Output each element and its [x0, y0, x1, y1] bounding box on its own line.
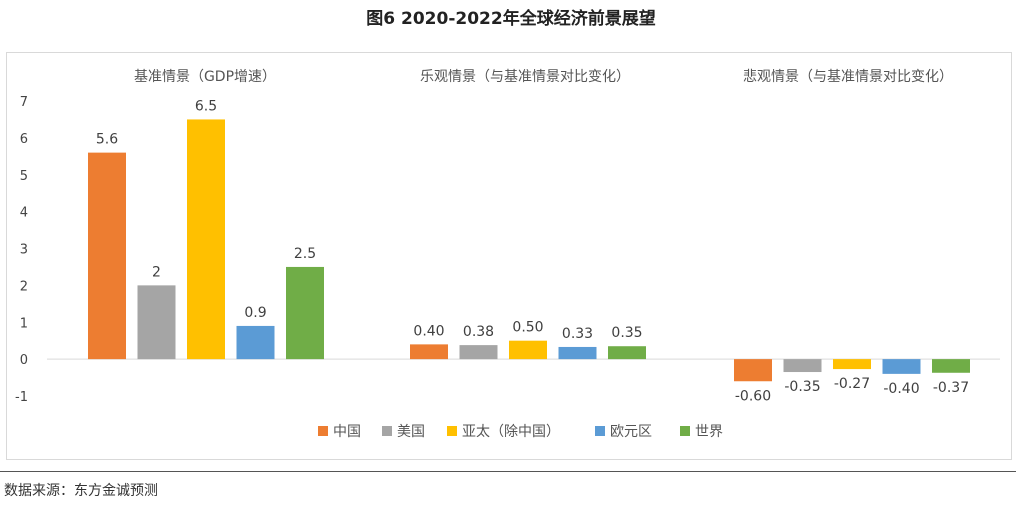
- bar: [286, 266, 324, 360]
- data-label: -0.60: [735, 388, 771, 404]
- bar: [882, 359, 921, 374]
- legend-label: 欧元区: [610, 424, 652, 440]
- y-tick-label: -1: [15, 390, 28, 405]
- legend-swatch: [447, 426, 457, 436]
- bar: [88, 152, 126, 360]
- data-label: -0.40: [883, 381, 919, 397]
- data-label: 0.9: [244, 305, 266, 321]
- legend-swatch: [382, 426, 392, 436]
- y-tick-label: 3: [20, 243, 28, 258]
- panel-title: 悲观情景（与基准情景对比变化）: [743, 68, 953, 85]
- data-label: -0.35: [784, 379, 820, 395]
- y-tick-label: 6: [20, 132, 28, 147]
- source-note: 数据来源：东方金诚预测: [4, 483, 158, 499]
- bar: [608, 346, 646, 360]
- bar: [236, 325, 275, 360]
- y-tick-label: 0: [20, 353, 28, 368]
- bar: [459, 345, 498, 360]
- bar: [187, 119, 225, 360]
- y-tick-label: 1: [20, 316, 28, 331]
- y-tick-label: 4: [20, 206, 28, 221]
- bar: [833, 359, 871, 370]
- panel-title: 乐观情景（与基准情景对比变化）: [420, 68, 630, 85]
- data-label: 0.40: [413, 323, 444, 339]
- bar: [734, 359, 772, 382]
- figure-title: 图6 2020-2022年全球经济前景展望: [366, 9, 656, 29]
- bar-chart: -1 0 1 2 3 4 5 6 7 基准情景（GDP增速） 5.6 2 6.5 0.9 2.5 乐观情景（与…: [15, 68, 1000, 440]
- bar: [558, 346, 597, 360]
- bar: [509, 340, 547, 360]
- data-label: -0.37: [933, 380, 969, 396]
- source-divider: [0, 471, 1016, 472]
- panel-title: 基准情景（GDP增速）: [134, 68, 276, 85]
- bar: [783, 359, 822, 373]
- legend-label: 中国: [333, 424, 361, 440]
- data-label: 0.50: [512, 320, 543, 336]
- y-tick-label: 5: [20, 169, 28, 184]
- legend-label: 亚太（除中国）: [462, 424, 560, 440]
- legend-label: 美国: [397, 424, 425, 440]
- chart-frame: [6, 52, 1012, 460]
- data-label: 0.38: [463, 324, 494, 340]
- data-label: 2.5: [294, 246, 316, 262]
- bar: [410, 344, 448, 360]
- bar: [932, 359, 970, 373]
- legend-swatch: [318, 426, 328, 436]
- data-label: 0.35: [611, 325, 642, 341]
- legend-label: 世界: [695, 424, 723, 440]
- legend-swatch: [595, 426, 605, 436]
- data-label: 6.5: [195, 98, 217, 114]
- y-tick-label: 2: [20, 279, 28, 294]
- legend-swatch: [680, 426, 690, 436]
- data-label: 2: [152, 264, 161, 280]
- data-label: -0.27: [834, 376, 870, 392]
- bar: [137, 285, 176, 360]
- data-label: 5.6: [96, 132, 118, 148]
- data-label: 0.33: [562, 326, 593, 342]
- y-tick-label: 7: [20, 95, 28, 110]
